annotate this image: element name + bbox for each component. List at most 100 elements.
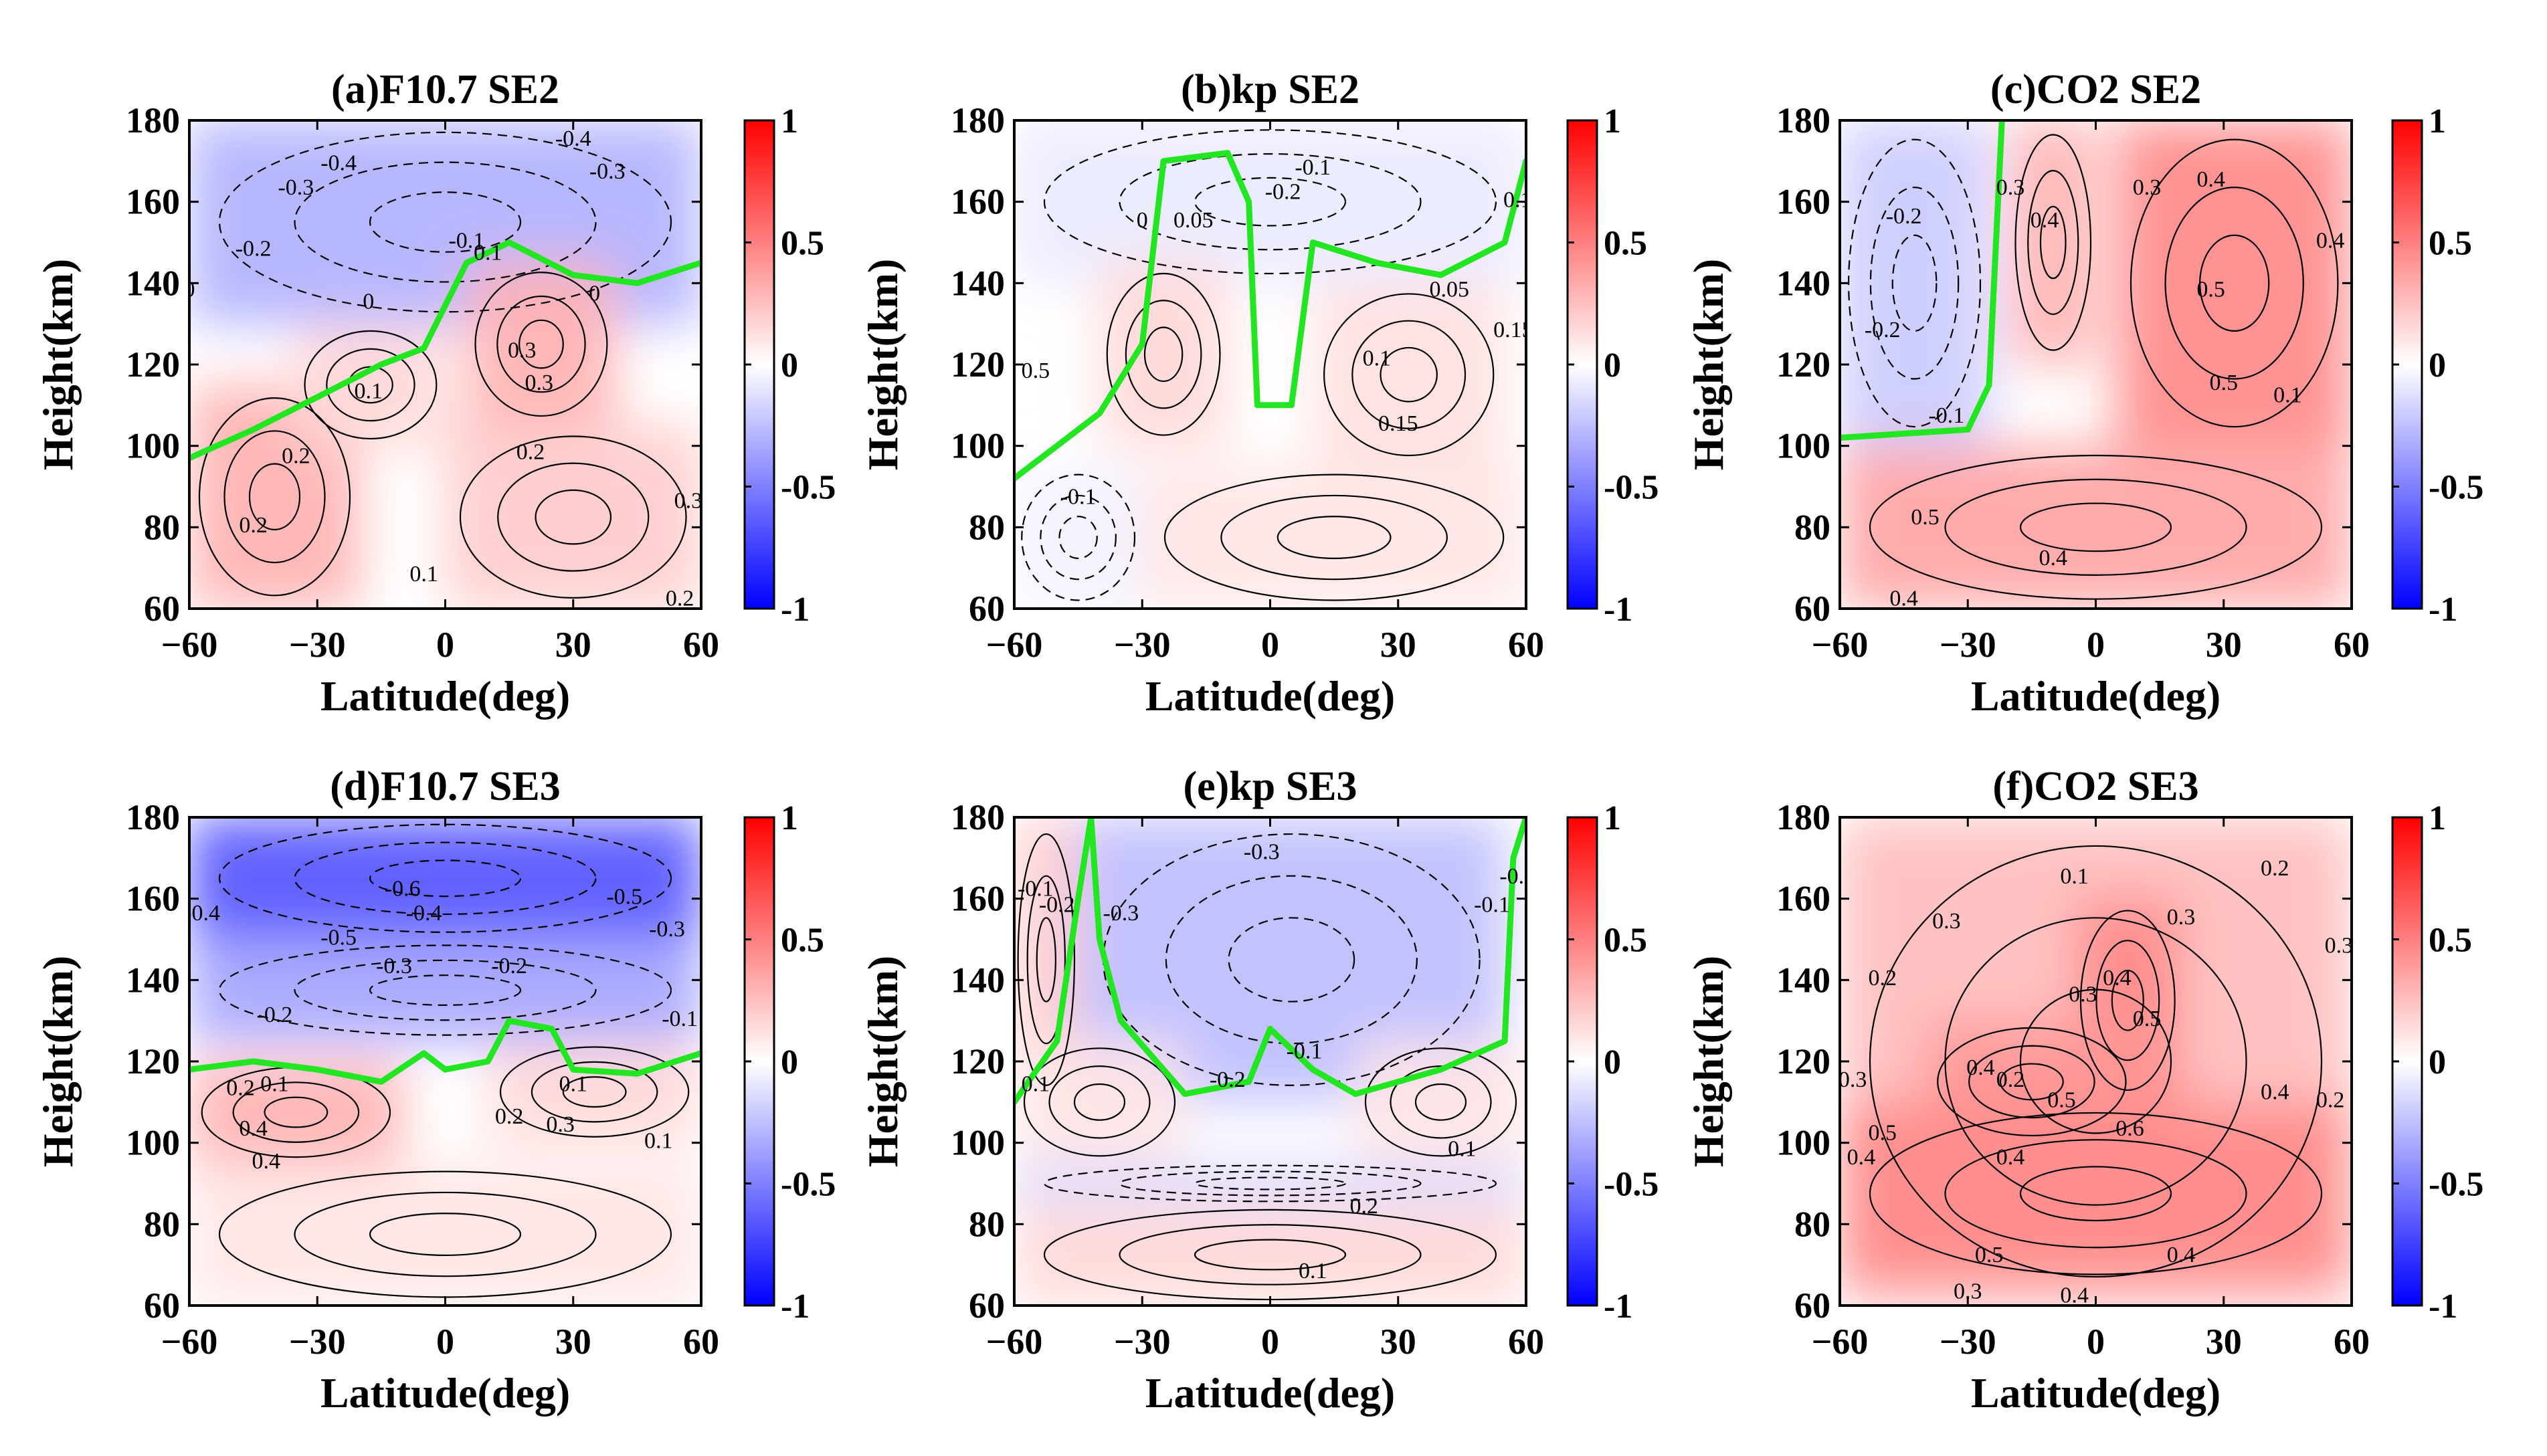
colorbar-tick-label: -1 [2429,1287,2457,1326]
contour-label: 0 [184,277,195,302]
contour-label: -0.2 [1039,893,1075,918]
colorbar-tick-label: -0.5 [1604,1166,1659,1204]
x-tick-label: 60 [683,625,719,665]
contour-label: 0.2 [282,444,310,469]
contour-label: -0.3 [649,917,685,942]
contour-line [1043,1164,1497,1203]
contour-line [1194,177,1347,227]
filled-contours [1840,817,2352,1306]
contour-label: -0.1 [1060,485,1097,510]
x-axis-label: Latitude(deg) [320,672,570,720]
value-region [445,425,701,609]
y-tick-label: 140 [1776,263,1830,303]
contour-label: -0.4 [555,126,591,151]
contour-label: 0.1 [260,1071,289,1096]
x-tick-label: 0 [1261,625,1279,665]
contour-label: 0.1 [1299,1259,1327,1283]
y-tick-label: 160 [1776,182,1830,222]
x-axis-label: Latitude(deg) [320,1369,570,1417]
x-tick-label: −30 [1114,1322,1171,1362]
y-tick-label: 80 [144,1204,180,1244]
zero-contour [189,1017,701,1085]
contour-line [1119,1224,1422,1285]
colorbar-tick-label: 1 [781,799,798,837]
contour-label: -0.2 [1886,204,1922,229]
x-tick-label: 60 [2334,1322,2370,1362]
contour-line [294,161,597,283]
contour-line [1390,1065,1492,1139]
y-tick-label: 80 [969,1204,1005,1244]
contour-line [1036,917,1056,1003]
contour-line [459,435,687,599]
y-axis-label: Height(km) [1685,956,1732,1167]
filled-contours [1014,817,1526,1306]
panel-title: (b)kp SE2 [1181,67,1359,112]
contour-label: 0.4 [2103,966,2132,991]
panel-title: (c)CO2 SE2 [1990,67,2201,112]
contour-label: 0.4 [2196,167,2225,192]
y-tick-label: 180 [1776,797,1830,837]
contour-label: -0.2 [1865,318,1901,342]
contour-line [264,1096,328,1128]
contour-label: 0 [589,281,600,306]
contour-label: 0.1 [1363,346,1392,371]
contour-line [218,131,672,313]
contour-label: 0.4 [2031,208,2059,233]
y-tick-label: 140 [126,960,180,1000]
contour-label: 0.1 [644,1128,673,1153]
filled-contours [1840,120,2352,609]
y-tick-label: 180 [951,100,1005,140]
contour-label: -0.1 [662,1007,698,1031]
contour-label: 0.2 [239,513,268,538]
contour-label: 0.2 [1996,1067,2025,1092]
contour-label: 0.4 [2060,1283,2089,1308]
contour-line [1048,1065,1151,1139]
value-region [1014,1163,1526,1204]
value-region [1014,1203,1526,1306]
contour-line [2019,1166,2172,1222]
contour-label: 0.3 [1996,175,2025,200]
y-tick-label: 100 [126,1123,180,1163]
panel-6: 0.30.20.10.30.20.30.40.50.30.4 0.20.5 0.40… [1685,764,2483,1417]
contour-label: 0.4 [2261,1079,2289,1104]
y-tick-label: 120 [951,1041,1005,1081]
contour-line [232,1081,360,1143]
panel-5: -0.3-0.3-0.2-0.1-0.1-0.1-0.2-0.10.10.20.… [859,764,1659,1417]
y-tick-label: 100 [1776,426,1830,466]
x-tick-label: −30 [1940,625,1996,665]
contour-label: -0.3 [1244,840,1280,865]
contour-line [1194,1239,1347,1271]
contour-label: -0.2 [491,954,527,978]
value-region [189,939,701,1041]
zero-contour [1014,817,1526,1106]
contour-label: -0.2 [1210,1067,1246,1092]
value-region [189,817,701,940]
contour-label: 0.5 [1975,1243,2004,1267]
colorbar-tick-label: 0 [1604,1043,1621,1081]
contour-line [2095,940,2160,1061]
contour-label: 0.5 [1869,1120,1897,1145]
y-tick-label: 180 [951,797,1005,837]
y-tick-label: 120 [126,1041,180,1081]
colorbar-tick-label: 1 [1604,799,1621,837]
x-tick-label: 0 [1261,1322,1279,1362]
contour-label: 0.1 [1448,1137,1477,1162]
y-tick-label: 60 [1794,589,1830,629]
y-tick-label: 160 [951,182,1005,222]
contour-line [1194,1176,1347,1190]
colorbar-tick-label: -0.5 [2429,469,2483,507]
contour-line [1017,833,1076,1086]
contour-line [499,1046,690,1138]
y-tick-label: 180 [126,797,180,837]
contour-label: -0.1 [1018,876,1054,901]
filled-contours [1014,120,1526,609]
value-region [2010,120,2096,365]
y-tick-label: 180 [1776,100,1830,140]
y-axis-label: Height(km) [1685,259,1732,470]
panel-title: (d)F10.7 SE3 [330,764,560,809]
x-tick-label: −30 [1114,625,1171,665]
zero-contour [1840,120,2005,441]
y-tick-label: 120 [1776,1041,1830,1081]
contour-line [1891,234,1938,332]
